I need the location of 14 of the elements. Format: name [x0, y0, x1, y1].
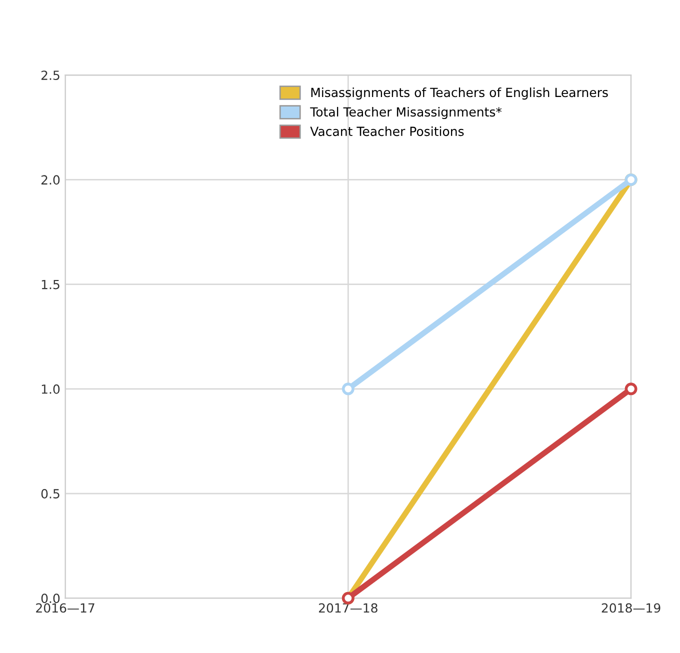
y-tick-label: 1.0	[42, 384, 60, 394]
x-tick-label: 2018—19	[602, 603, 660, 613]
x-tick-label: 2016—17	[36, 603, 94, 613]
x-tick-label: 2017—18	[318, 603, 378, 613]
point	[624, 382, 638, 396]
y-tick-label: 0.5	[41, 489, 60, 498]
legend-label: Vacant Teacher Positions	[310, 126, 464, 136]
y-tick-label: 2.0	[41, 175, 60, 185]
y-tick-label: 1.5	[42, 280, 60, 290]
y-tick-label: 0.0	[41, 594, 60, 604]
legend-label: Misassignments of Teachers of English Learners	[311, 87, 608, 100]
legend-label: Total Teacher Misassignments*	[310, 106, 502, 120]
y-tick-label: 2.5	[41, 70, 60, 80]
point	[342, 382, 354, 396]
